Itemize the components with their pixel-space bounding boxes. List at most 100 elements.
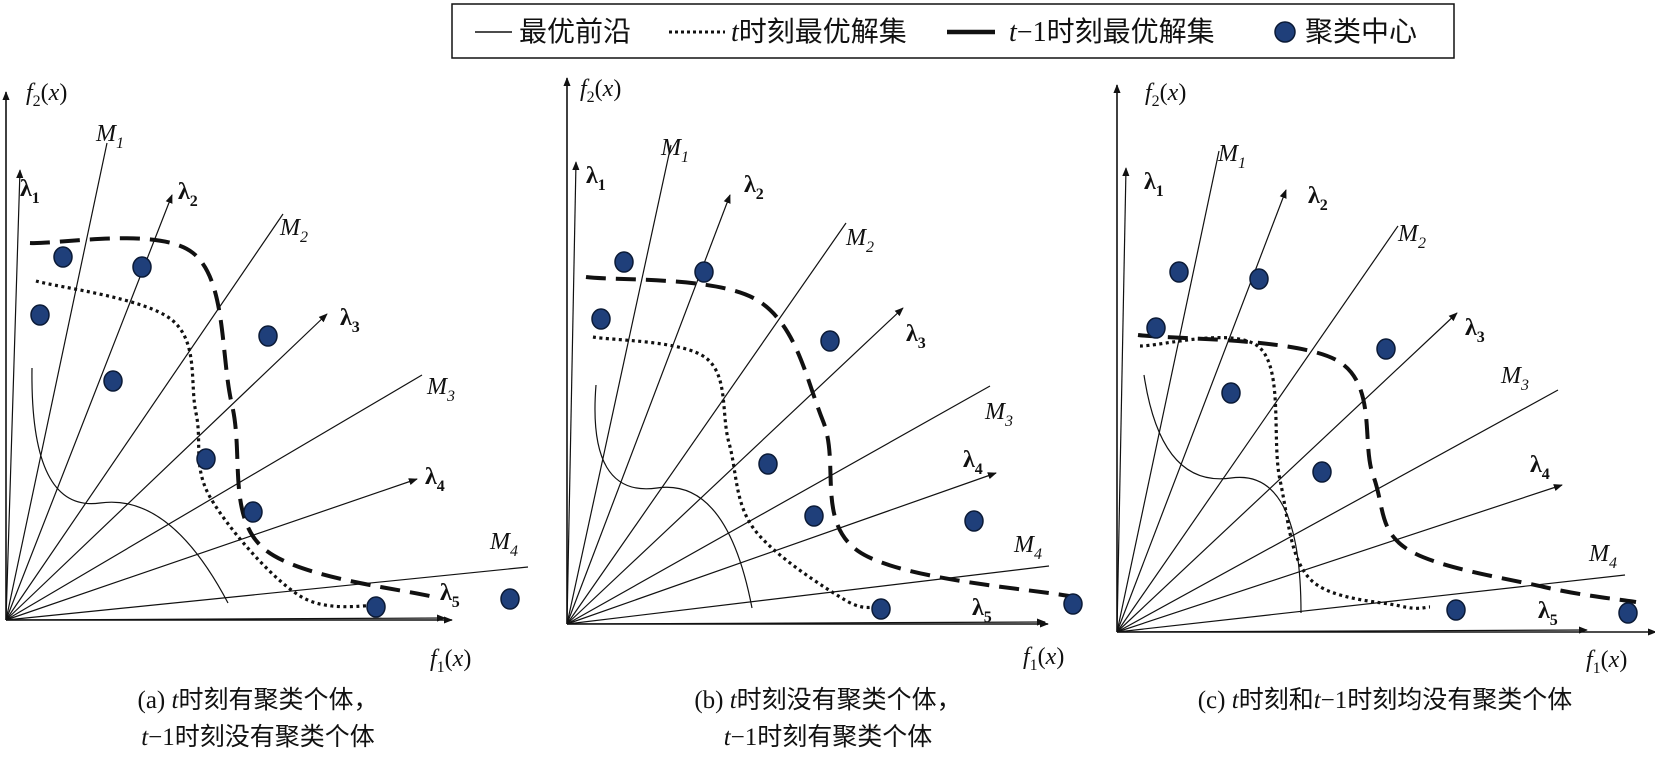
cluster-center-5 [258,325,278,347]
lambda-label-3: λ3 [1465,315,1485,346]
legend-label-cluster-center: 聚类中心 [1305,16,1417,48]
m-line-2 [566,222,847,625]
lambda-ray-5 [1116,626,1588,634]
lambda-ray-4 [1116,484,1563,633]
cluster-center-2 [1249,268,1269,290]
cluster-center-8 [871,598,891,620]
cluster-center-5 [1221,382,1241,404]
m-line-4 [5,566,529,621]
caption-b-line1: (b) t时刻没有聚类个体， [694,686,961,714]
lambda-label-1: λ1 [1144,169,1164,200]
f2-axis-label: f2(x) [1145,80,1186,110]
lambda-ray-4 [566,472,997,625]
m-label-1: M1 [660,135,689,166]
m-label-4: M4 [1588,541,1617,572]
cluster-center-6 [804,505,824,527]
f1-axis-label: f1(x) [1586,647,1627,677]
m-line-1 [1116,150,1220,633]
lambda-label-1: λ1 [586,163,606,194]
t-minus-1-optimal-set [1137,333,1637,604]
m-line-2 [5,213,284,621]
m-label-2: M2 [1397,221,1426,252]
m-label-4: M4 [1013,532,1042,563]
m-label-2: M2 [279,215,308,246]
cluster-center-1 [53,246,73,268]
lambda-ray-3 [5,313,328,621]
m-label-4: M4 [489,529,518,560]
lambda-label-4: λ4 [963,447,983,478]
lambda-label-4: λ4 [425,464,445,495]
lambda-label-5: λ5 [1538,598,1558,629]
m-line-3 [1116,389,1559,633]
cluster-center-1 [1169,261,1189,283]
caption-a-line2: t−1时刻没有聚类个体 [141,723,375,751]
cluster-center-8 [366,596,386,618]
captions: (a) t时刻有聚类个体， t−1时刻没有聚类个体 (b) t时刻没有聚类个体，… [138,686,1573,751]
legend-marker-swatch [1274,21,1296,43]
m-label-2: M2 [845,225,874,256]
m-label-3: M3 [1500,363,1529,394]
optimal-front [594,384,753,609]
lambda-label-3: λ3 [906,321,926,352]
lambda-ray-5 [5,614,446,622]
m-label-1: M1 [1217,141,1246,172]
caption-c-line1: (c) t时刻和t−1时刻均没有聚类个体 [1198,686,1573,714]
cluster-center-8 [1618,602,1638,624]
m-line-3 [5,374,423,621]
m-label-3: M3 [984,399,1013,430]
cluster-center-2 [132,256,152,278]
optimal-front [1143,374,1302,614]
f1-axis-label: f1(x) [1023,644,1064,674]
t-optimal-set [1139,336,1431,610]
m-line-1 [566,144,672,625]
cluster-center-9 [1063,593,1083,615]
lambda-label-4: λ4 [1530,452,1550,483]
lambda-ray-1 [5,169,24,621]
m-line-1 [5,142,108,621]
optimal-front [31,367,229,604]
lambda-label-3: λ3 [340,305,360,336]
m-line-2 [1116,225,1399,633]
lambda-label-2: λ2 [744,172,764,203]
cluster-center-7 [1446,599,1466,621]
cluster-center-4 [820,330,840,352]
panels: f2(x) f1(x) λ1 λ2 λ3 λ4 λ5 M1 M2 M3 M4 f2(x) f1(x) λ1… [2,76,1655,677]
legend-label-t-minus-1-set: t−1时刻最优解集 [1009,16,1215,48]
t-optimal-set [35,279,386,609]
lambda-label-1: λ1 [20,176,40,207]
panel-c: f2(x) f1(x) λ1 λ2 λ3 λ4 λ5 M1 M2 M3 M4 [1113,80,1655,677]
cluster-center-3 [1146,317,1166,339]
cluster-center-5 [758,453,778,475]
lambda-ray-3 [1116,312,1458,633]
t-minus-1-optimal-set [29,236,439,600]
cluster-center-4 [103,370,123,392]
panel-a: f2(x) f1(x) λ1 λ2 λ3 λ4 λ5 M1 M2 M3 M4 [2,80,529,676]
lambda-ray-5 [566,618,1046,626]
cluster-center-9 [500,588,520,610]
cluster-center-2 [694,261,714,283]
lambda-label-5: λ5 [972,595,992,626]
t-minus-1-optimal-set [585,275,1075,599]
legend-label-t-set: t时刻最优解集 [731,16,907,48]
m-line-3 [566,385,991,625]
lambda-ray-1 [1116,167,1130,633]
lambda-label-5: λ5 [440,580,460,611]
lambda-ray-1 [566,161,580,625]
cluster-center-3 [591,308,611,330]
m-line-4 [566,565,1050,625]
caption-a-line1: (a) t时刻有聚类个体， [138,686,379,714]
cluster-center-3 [30,304,50,326]
m-label-3: M3 [426,374,455,405]
lambda-ray-4 [5,478,418,621]
panel-b: f2(x) f1(x) λ1 λ2 λ3 λ4 λ5 M1 M2 M3 M4 [563,76,1083,674]
f2-axis-label: f2(x) [580,76,621,106]
lambda-label-2: λ2 [178,179,198,210]
caption-b-line2: t−1时刻有聚类个体 [724,723,933,751]
t-optimal-set [592,335,883,610]
lambda-label-2: λ2 [1308,183,1328,214]
cluster-center-6 [1312,461,1332,483]
cluster-center-7 [243,501,263,523]
cluster-center-4 [1376,338,1396,360]
legend: 最优前沿 t时刻最优解集 t−1时刻最优解集 聚类中心 [451,3,1455,59]
